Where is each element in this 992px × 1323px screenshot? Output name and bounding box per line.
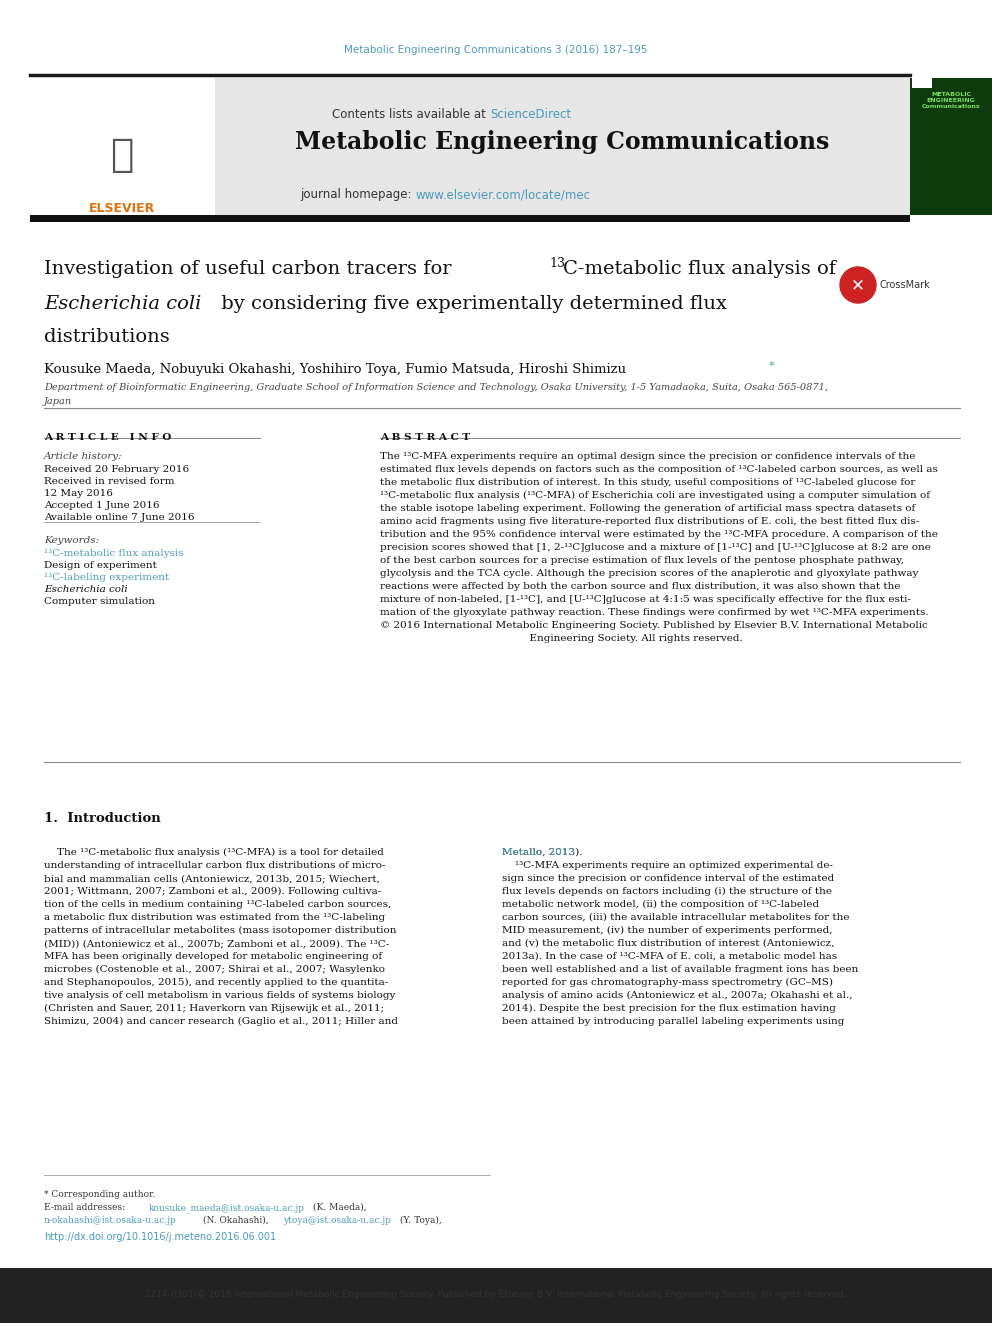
Text: and (v) the metabolic flux distribution of interest (Antoniewicz,: and (v) the metabolic flux distribution … <box>502 939 834 949</box>
Text: CrossMark: CrossMark <box>880 280 930 290</box>
Text: Kousuke Maeda, Nobuyuki Okahashi, Yoshihiro Toya, Fumio Matsuda, Hiroshi Shimizu: Kousuke Maeda, Nobuyuki Okahashi, Yoshih… <box>44 363 626 376</box>
Text: mixture of non-labeled, [1-¹³C], and [U-¹³C]glucose at 4:1:5 was specifically ef: mixture of non-labeled, [1-¹³C], and [U-… <box>380 595 911 605</box>
Text: The ¹³C-MFA experiments require an optimal design since the precision or confide: The ¹³C-MFA experiments require an optim… <box>380 452 916 460</box>
Text: The ¹³C-metabolic flux analysis (¹³C-MFA) is a tool for detailed: The ¹³C-metabolic flux analysis (¹³C-MFA… <box>44 848 384 857</box>
Text: estimated flux levels depends on factors such as the composition of ¹³C-labeled : estimated flux levels depends on factors… <box>380 464 937 474</box>
Text: by considering five experimentally determined flux: by considering five experimentally deter… <box>215 295 727 314</box>
Text: metabolic network model, (ii) the composition of ¹³C-labeled: metabolic network model, (ii) the compos… <box>502 900 819 909</box>
Text: understanding of intracellular carbon flux distributions of micro-: understanding of intracellular carbon fl… <box>44 861 386 871</box>
Text: flux levels depends on factors including (i) the structure of the: flux levels depends on factors including… <box>502 886 832 896</box>
Text: www.elsevier.com/locate/mec: www.elsevier.com/locate/mec <box>415 188 590 201</box>
Bar <box>910 78 992 216</box>
Text: sign since the precision or confidence interval of the estimated: sign since the precision or confidence i… <box>502 875 834 882</box>
Text: tribution and the 95% confidence interval were estimated by the ¹³C-MFA procedur: tribution and the 95% confidence interva… <box>380 531 937 538</box>
Text: Escherichia coli: Escherichia coli <box>44 585 128 594</box>
Text: Engineering Society. All rights reserved.: Engineering Society. All rights reserved… <box>380 634 743 643</box>
Text: ¹³C-metabolic flux analysis: ¹³C-metabolic flux analysis <box>44 549 184 558</box>
Text: tive analysis of cell metabolism in various fields of systems biology: tive analysis of cell metabolism in vari… <box>44 991 396 1000</box>
Text: 12 May 2016: 12 May 2016 <box>44 490 113 497</box>
Text: tion of the cells in medium containing ¹³C-labeled carbon sources,: tion of the cells in medium containing ¹… <box>44 900 391 909</box>
Text: Investigation of useful carbon tracers for: Investigation of useful carbon tracers f… <box>44 261 457 278</box>
Text: carbon sources, (iii) the available intracellular metabolites for the: carbon sources, (iii) the available intr… <box>502 913 849 922</box>
Text: ELSEVIER: ELSEVIER <box>89 202 155 216</box>
Text: 2014). Despite the best precision for the flux estimation having: 2014). Despite the best precision for th… <box>502 1004 836 1013</box>
Text: 13: 13 <box>549 257 565 270</box>
Text: MFA has been originally developed for metabolic engineering of: MFA has been originally developed for me… <box>44 953 382 960</box>
Text: precision scores showed that [1, 2-¹³C]glucose and a mixture of [1-¹³C] and [U-¹: precision scores showed that [1, 2-¹³C]g… <box>380 542 930 552</box>
Text: Accepted 1 June 2016: Accepted 1 June 2016 <box>44 501 160 509</box>
Text: METABOLIC
ENGINEERING
Communications: METABOLIC ENGINEERING Communications <box>922 93 980 108</box>
Text: 2001; Wittmann, 2007; Zamboni et al., 2009). Following cultiva-: 2001; Wittmann, 2007; Zamboni et al., 20… <box>44 886 381 896</box>
Text: A R T I C L E   I N F O: A R T I C L E I N F O <box>44 433 172 442</box>
Text: Metallo, 2013).: Metallo, 2013). <box>502 848 582 857</box>
Text: Contents lists available at: Contents lists available at <box>332 108 490 120</box>
Text: analysis of amino acids (Antoniewicz et al., 2007a; Okahashi et al.,: analysis of amino acids (Antoniewicz et … <box>502 991 852 1000</box>
Text: reported for gas chromatography-mass spectrometry (GC–MS): reported for gas chromatography-mass spe… <box>502 978 833 987</box>
Text: ¹³C-labeling experiment: ¹³C-labeling experiment <box>44 573 170 582</box>
Text: ytoya@ist.osaka-u.ac.jp: ytoya@ist.osaka-u.ac.jp <box>283 1216 391 1225</box>
Text: bial and mammalian cells (Antoniewicz, 2013b, 2015; Wiechert,: bial and mammalian cells (Antoniewicz, 2… <box>44 875 380 882</box>
Text: been attained by introducing parallel labeling experiments using: been attained by introducing parallel la… <box>502 1017 844 1027</box>
Text: Escherichia coli: Escherichia coli <box>44 295 201 314</box>
Bar <box>30 78 215 216</box>
Text: journal homepage:: journal homepage: <box>300 188 415 201</box>
Text: (Christen and Sauer, 2011; Haverkorn van Rijsewijk et al., 2011;: (Christen and Sauer, 2011; Haverkorn van… <box>44 1004 384 1013</box>
Text: glycolysis and the TCA cycle. Although the precision scores of the anaplerotic a: glycolysis and the TCA cycle. Although t… <box>380 569 919 578</box>
Text: C-metabolic flux analysis of: C-metabolic flux analysis of <box>563 261 836 278</box>
Text: 2214-0301/© 2016 International Metabolic Engineering Society. Published by Elsev: 2214-0301/© 2016 International Metabolic… <box>145 1290 847 1299</box>
Text: ScienceDirect: ScienceDirect <box>490 108 571 120</box>
Text: http://dx.doi.org/10.1016/j.meteno.2016.06.001: http://dx.doi.org/10.1016/j.meteno.2016.… <box>44 1232 276 1242</box>
Text: mation of the glyoxylate pathway reaction. These findings were confirmed by wet : mation of the glyoxylate pathway reactio… <box>380 609 929 617</box>
Text: (Y. Toya),: (Y. Toya), <box>397 1216 441 1225</box>
Text: the stable isotope labeling experiment. Following the generation of artificial m: the stable isotope labeling experiment. … <box>380 504 916 513</box>
Text: amino acid fragments using five literature-reported flux distributions of E. col: amino acid fragments using five literatu… <box>380 517 920 527</box>
Text: *: * <box>769 361 775 370</box>
Text: Metallo, 2013: Metallo, 2013 <box>502 848 575 857</box>
Bar <box>912 75 932 89</box>
Text: been well established and a list of available fragment ions has been: been well established and a list of avai… <box>502 964 858 974</box>
Text: ¹³C-metabolic flux analysis (¹³C-MFA) of Escherichia coli are investigated using: ¹³C-metabolic flux analysis (¹³C-MFA) of… <box>380 491 930 500</box>
Bar <box>215 78 910 216</box>
Text: of the best carbon sources for a precise estimation of flux levels of the pentos: of the best carbon sources for a precise… <box>380 556 904 565</box>
Text: Department of Bioinformatic Engineering, Graduate School of Information Science : Department of Bioinformatic Engineering,… <box>44 382 828 392</box>
Text: a metabolic flux distribution was estimated from the ¹³C-labeling: a metabolic flux distribution was estima… <box>44 913 385 922</box>
Text: n-okahashi@ist.osaka-u.ac.jp: n-okahashi@ist.osaka-u.ac.jp <box>44 1216 177 1225</box>
Text: 1.  Introduction: 1. Introduction <box>44 812 161 826</box>
Text: (MID)) (Antoniewicz et al., 2007b; Zamboni et al., 2009). The ¹³C-: (MID)) (Antoniewicz et al., 2007b; Zambo… <box>44 939 389 949</box>
Text: (K. Maeda),: (K. Maeda), <box>310 1203 367 1212</box>
Text: Metabolic Engineering Communications 3 (2016) 187–195: Metabolic Engineering Communications 3 (… <box>344 45 648 56</box>
Text: ✕: ✕ <box>851 277 865 294</box>
Text: Article history:: Article history: <box>44 452 123 460</box>
Text: the metabolic flux distribution of interest. In this study, useful compositions : the metabolic flux distribution of inter… <box>380 478 916 487</box>
Bar <box>30 216 910 222</box>
Text: distributions: distributions <box>44 328 170 347</box>
Bar <box>0 1267 992 1323</box>
Text: A B S T R A C T: A B S T R A C T <box>380 433 470 442</box>
Text: Shimizu, 2004) and cancer research (Gaglio et al., 2011; Hiller and: Shimizu, 2004) and cancer research (Gagl… <box>44 1017 398 1027</box>
Text: MID measurement, (iv) the number of experiments performed,: MID measurement, (iv) the number of expe… <box>502 926 832 935</box>
Text: * Corresponding author.: * Corresponding author. <box>44 1189 156 1199</box>
Text: Received 20 February 2016: Received 20 February 2016 <box>44 464 189 474</box>
Text: Keywords:: Keywords: <box>44 536 99 545</box>
Text: kousuke_maeda@ist.osaka-u.ac.jp: kousuke_maeda@ist.osaka-u.ac.jp <box>149 1203 305 1213</box>
Text: ¹³C-MFA experiments require an optimized experimental de-: ¹³C-MFA experiments require an optimized… <box>502 861 833 871</box>
Text: patterns of intracellular metabolites (mass isotopomer distribution: patterns of intracellular metabolites (m… <box>44 926 397 935</box>
Text: and Stephanopoulos, 2015), and recently applied to the quantita-: and Stephanopoulos, 2015), and recently … <box>44 978 388 987</box>
Text: Available online 7 June 2016: Available online 7 June 2016 <box>44 513 194 523</box>
Circle shape <box>840 267 876 303</box>
Text: microbes (Costenoble et al., 2007; Shirai et al., 2007; Wasylenko: microbes (Costenoble et al., 2007; Shira… <box>44 964 385 974</box>
Text: E-mail addresses:: E-mail addresses: <box>44 1203 128 1212</box>
Text: reactions were affected by both the carbon source and flux distribution, it was : reactions were affected by both the carb… <box>380 582 901 591</box>
Text: Japan: Japan <box>44 397 72 406</box>
Text: © 2016 International Metabolic Engineering Society. Published by Elsevier B.V. I: © 2016 International Metabolic Engineeri… <box>380 620 928 630</box>
Text: 2013a). In the case of ¹³C-MFA of E. coli, a metabolic model has: 2013a). In the case of ¹³C-MFA of E. col… <box>502 953 837 960</box>
Text: Design of experiment: Design of experiment <box>44 561 157 570</box>
Text: Metabolic Engineering Communications: Metabolic Engineering Communications <box>295 130 829 153</box>
Text: Computer simulation: Computer simulation <box>44 597 155 606</box>
Text: Received in revised form: Received in revised form <box>44 478 175 486</box>
Text: (N. Okahashi),: (N. Okahashi), <box>200 1216 272 1225</box>
Text: 🌲: 🌲 <box>110 136 134 175</box>
